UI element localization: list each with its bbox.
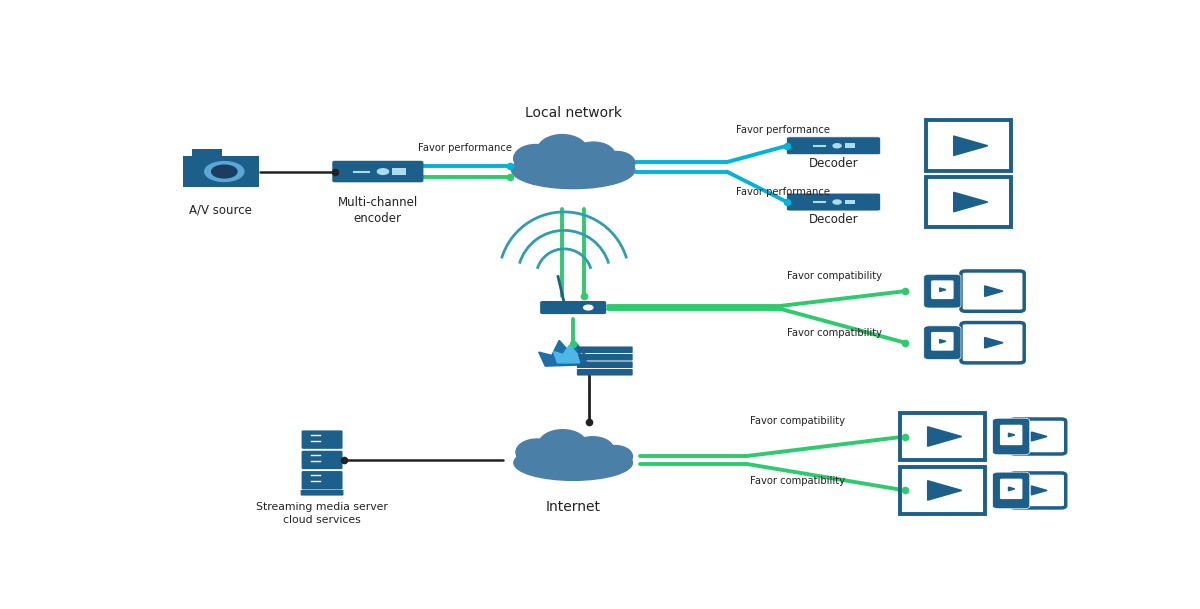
FancyBboxPatch shape <box>1000 479 1022 499</box>
Ellipse shape <box>514 445 632 481</box>
Text: Local network: Local network <box>524 106 622 120</box>
FancyBboxPatch shape <box>192 149 222 158</box>
FancyBboxPatch shape <box>845 144 856 148</box>
Polygon shape <box>985 286 1003 297</box>
Polygon shape <box>940 288 946 292</box>
FancyBboxPatch shape <box>924 326 961 359</box>
FancyBboxPatch shape <box>900 412 985 460</box>
Polygon shape <box>1032 486 1048 495</box>
Text: Favor compatibility: Favor compatibility <box>787 328 882 338</box>
Text: Decoder: Decoder <box>809 157 858 170</box>
Polygon shape <box>928 481 961 500</box>
Ellipse shape <box>514 144 557 173</box>
Polygon shape <box>539 340 589 366</box>
Text: Favor performance: Favor performance <box>736 125 830 135</box>
FancyBboxPatch shape <box>786 193 881 211</box>
Ellipse shape <box>571 437 613 462</box>
FancyBboxPatch shape <box>992 418 1030 455</box>
Text: Multi-channel
encoder: Multi-channel encoder <box>337 196 418 225</box>
Circle shape <box>205 161 244 181</box>
Polygon shape <box>940 340 946 343</box>
Polygon shape <box>553 345 580 363</box>
Ellipse shape <box>539 430 587 460</box>
Polygon shape <box>954 136 988 155</box>
FancyBboxPatch shape <box>900 466 985 515</box>
FancyBboxPatch shape <box>931 280 954 299</box>
FancyBboxPatch shape <box>577 369 632 376</box>
Circle shape <box>833 144 841 148</box>
Polygon shape <box>928 427 961 446</box>
FancyBboxPatch shape <box>786 137 881 155</box>
Circle shape <box>583 305 593 310</box>
FancyBboxPatch shape <box>925 121 1012 171</box>
FancyBboxPatch shape <box>925 177 1012 227</box>
FancyBboxPatch shape <box>301 471 342 490</box>
FancyBboxPatch shape <box>1000 424 1022 445</box>
FancyBboxPatch shape <box>301 431 342 449</box>
FancyBboxPatch shape <box>961 271 1024 311</box>
Polygon shape <box>1032 432 1048 441</box>
Text: Favor compatibility: Favor compatibility <box>750 416 845 426</box>
FancyBboxPatch shape <box>577 362 632 368</box>
Circle shape <box>378 169 389 174</box>
Text: Decoder: Decoder <box>809 213 858 227</box>
FancyBboxPatch shape <box>931 332 954 351</box>
Ellipse shape <box>598 446 632 467</box>
Ellipse shape <box>516 439 558 465</box>
FancyBboxPatch shape <box>540 301 606 314</box>
FancyBboxPatch shape <box>301 451 342 469</box>
FancyBboxPatch shape <box>332 161 424 182</box>
FancyBboxPatch shape <box>1010 419 1066 454</box>
Polygon shape <box>954 192 988 212</box>
Polygon shape <box>244 163 258 180</box>
Circle shape <box>833 200 841 204</box>
FancyBboxPatch shape <box>577 354 632 361</box>
Polygon shape <box>1008 433 1015 437</box>
Ellipse shape <box>599 152 635 175</box>
FancyBboxPatch shape <box>961 323 1024 363</box>
FancyBboxPatch shape <box>1010 473 1066 508</box>
Text: Favor compatibility: Favor compatibility <box>787 271 882 281</box>
Text: Favor performance: Favor performance <box>419 143 512 153</box>
Ellipse shape <box>536 135 588 167</box>
Ellipse shape <box>511 151 635 189</box>
FancyBboxPatch shape <box>577 347 632 353</box>
FancyBboxPatch shape <box>182 156 259 187</box>
Ellipse shape <box>571 142 616 169</box>
FancyBboxPatch shape <box>845 200 856 205</box>
Text: Internet: Internet <box>546 500 601 514</box>
FancyBboxPatch shape <box>392 168 407 175</box>
Circle shape <box>211 165 236 178</box>
Text: A/V source: A/V source <box>190 203 252 216</box>
Text: Favor compatibility: Favor compatibility <box>750 476 845 486</box>
FancyBboxPatch shape <box>301 490 343 496</box>
FancyBboxPatch shape <box>924 274 961 308</box>
Text: Favor performance: Favor performance <box>736 188 830 197</box>
Text: Streaming media server
cloud services: Streaming media server cloud services <box>256 502 388 524</box>
FancyBboxPatch shape <box>992 472 1030 509</box>
Polygon shape <box>985 337 1003 348</box>
Polygon shape <box>1008 487 1015 491</box>
